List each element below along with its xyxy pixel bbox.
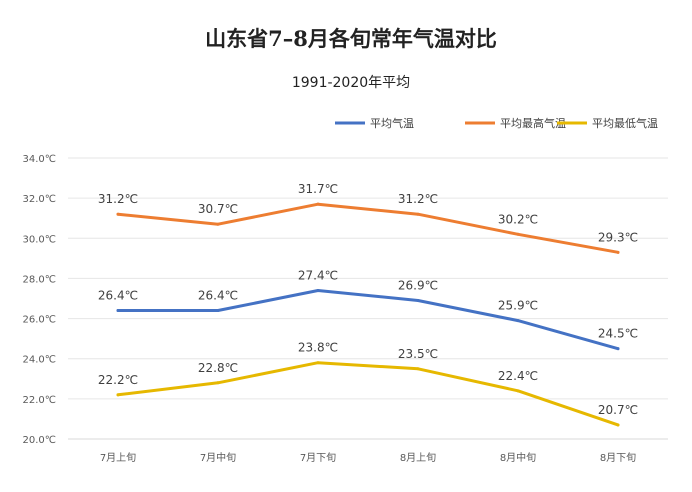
x-tick-label: 8月中旬 (500, 451, 536, 464)
data-label: 26.9℃ (398, 279, 438, 293)
data-point (316, 202, 320, 206)
y-tick-label: 34.0℃ (23, 154, 57, 165)
legend-label: 平均最低气温 (592, 116, 658, 130)
data-label: 27.4℃ (298, 268, 338, 282)
y-tick-label: 32.0℃ (23, 194, 57, 205)
data-label: 31.2℃ (98, 192, 138, 206)
data-point (616, 347, 620, 351)
x-tick-label: 7月上旬 (100, 451, 136, 464)
gridlines (68, 157, 668, 440)
y-tick-label: 20.0℃ (23, 435, 57, 446)
x-tick-label: 8月下旬 (600, 451, 636, 464)
data-point (116, 309, 120, 313)
data-label: 23.5℃ (398, 347, 438, 361)
data-label: 30.2℃ (498, 212, 538, 226)
data-point (116, 212, 120, 216)
data-point (416, 212, 420, 216)
data-point (616, 423, 620, 427)
y-tick-label: 22.0℃ (23, 395, 57, 406)
data-label: 29.3℃ (598, 230, 638, 244)
data-point (216, 381, 220, 385)
data-label: 26.4℃ (98, 289, 138, 303)
data-point (616, 250, 620, 254)
legend-label: 平均最高气温 (500, 116, 566, 130)
data-label: 31.7℃ (298, 182, 338, 196)
y-axis: 20.0℃ 22.0℃ 24.0℃ 26.0℃ 28.0℃ 30.0℃ 32.0℃ 34.0℃ (23, 154, 57, 446)
data-label: 23.8℃ (298, 341, 338, 355)
data-label: 22.4℃ (498, 369, 538, 383)
data-label: 25.9℃ (498, 299, 538, 313)
legend-label: 平均气温 (370, 116, 414, 130)
y-tick-label: 30.0℃ (23, 234, 57, 245)
data-point (216, 222, 220, 226)
data-point (216, 309, 220, 313)
y-tick-label: 26.0℃ (23, 315, 57, 326)
series-line (116, 289, 620, 351)
x-tick-label: 7月中旬 (200, 451, 236, 464)
y-tick-label: 24.0℃ (23, 355, 57, 366)
data-label: 31.2℃ (398, 192, 438, 206)
series-line (116, 202, 620, 254)
data-point (316, 288, 320, 292)
data-point (516, 389, 520, 393)
data-point (116, 393, 120, 397)
legend: 平均气温 平均最高气温 平均最低气温 (335, 116, 658, 130)
chart-subtitle: 1991-2020年平均 (292, 75, 410, 91)
chart-title: 山东省7–8月各旬常年气温对比 (205, 26, 497, 51)
y-tick-label: 28.0℃ (23, 274, 57, 285)
x-axis: 7月上旬 7月中旬 7月下旬 8月上旬 8月中旬 8月下旬 (68, 438, 668, 464)
data-label: 30.7℃ (198, 202, 238, 216)
data-point (416, 367, 420, 371)
data-point (316, 361, 320, 365)
data-label: 22.8℃ (198, 361, 238, 375)
data-label: 24.5℃ (598, 327, 638, 341)
x-tick-label: 7月下旬 (300, 451, 336, 464)
series-line (116, 361, 620, 427)
data-point (516, 232, 520, 236)
series-group: 26.4℃ 26.4℃ 27.4℃ 26.9℃ 25.9℃ 24.5℃ 31.2℃ 30.7℃… (98, 182, 638, 427)
x-tick-label: 8月上旬 (400, 451, 436, 464)
data-point (416, 299, 420, 303)
data-point (516, 319, 520, 323)
data-label: 22.2℃ (98, 373, 138, 387)
data-label: 20.7℃ (598, 403, 638, 417)
data-label: 26.4℃ (198, 289, 238, 303)
